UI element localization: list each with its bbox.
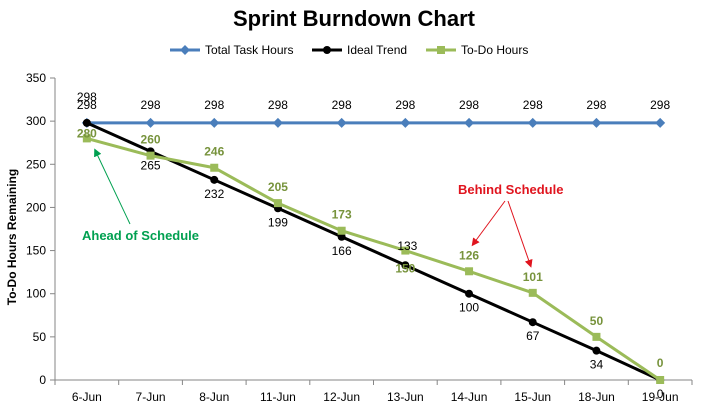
data-point-1: [465, 289, 474, 298]
data-label-total: 298: [204, 98, 224, 112]
annotation-ahead-arrow: [94, 148, 131, 225]
data-point-1: [401, 261, 410, 270]
data-point-0: [400, 117, 411, 128]
y-tick-label: 250: [26, 157, 46, 171]
data-point-2: [273, 199, 282, 208]
data-label-todo: 205: [268, 180, 288, 194]
data-point-2: [528, 288, 537, 297]
data-label-todo: 280: [77, 126, 97, 140]
legend-label: To-Do Hours: [461, 43, 528, 57]
y-axis-label: To-Do Hours Remaining: [5, 169, 19, 305]
x-tick-label: 11-Jun: [260, 390, 296, 404]
data-label-total: 298: [650, 98, 670, 112]
data-label-todo: 173: [332, 208, 352, 222]
data-point-2: [210, 163, 219, 172]
x-tick-label: 18-Jun: [578, 390, 615, 404]
x-tick-label: 13-Jun: [387, 390, 424, 404]
data-point-0: [145, 117, 156, 128]
data-point-1: [528, 318, 537, 327]
legend-label: Total Task Hours: [205, 43, 293, 57]
data-point-2: [465, 267, 474, 276]
y-tick-label: 100: [26, 287, 46, 301]
data-point-0: [591, 117, 602, 128]
data-label-ideal: 265: [141, 158, 161, 172]
data-label-todo: 0: [657, 356, 664, 370]
data-label-ideal: 34: [590, 358, 604, 372]
legend-marker-1: [323, 46, 331, 54]
data-label-ideal: 133: [397, 239, 417, 253]
y-tick-label: 0: [39, 373, 46, 387]
data-label-ideal: 199: [268, 215, 288, 229]
data-label-ideal: 166: [332, 244, 352, 258]
data-point-2: [592, 332, 601, 341]
data-point-0: [209, 117, 220, 128]
x-tick-label: 12-Jun: [323, 390, 360, 404]
data-label-todo: 260: [141, 133, 161, 147]
chart-title: Sprint Burndown Chart: [233, 6, 476, 31]
data-label-total: 298: [141, 98, 161, 112]
annotation-behind: Behind Schedule: [458, 182, 563, 197]
legend-marker-2: [437, 46, 445, 54]
x-tick-label: 19-Jun: [642, 390, 679, 404]
data-point-1: [337, 232, 346, 241]
y-tick-label: 350: [26, 71, 46, 85]
data-point-2: [401, 246, 410, 255]
y-tick-label: 50: [33, 330, 47, 344]
data-label-todo: 246: [204, 145, 224, 159]
annotation-behind-arrow-2: [507, 200, 533, 268]
data-point-2: [656, 376, 665, 384]
annotation-behind-arrow-1: [471, 200, 506, 247]
data-label-ideal: 100: [459, 301, 479, 315]
data-label-todo: 126: [459, 248, 479, 262]
data-label-ideal: 298: [77, 90, 97, 104]
legend-marker-0: [180, 45, 190, 55]
data-label-ideal: 0: [657, 387, 664, 401]
y-tick-label: 300: [26, 114, 46, 128]
y-tick-label: 150: [26, 244, 46, 258]
data-label-total: 298: [395, 98, 415, 112]
data-label-total: 298: [459, 98, 479, 112]
data-point-0: [464, 117, 475, 128]
data-point-2: [146, 151, 155, 160]
data-label-todo: 150: [395, 262, 415, 276]
legend-label: Ideal Trend: [347, 43, 407, 57]
data-point-0: [272, 117, 283, 128]
y-tick-label: 200: [26, 200, 46, 214]
data-point-1: [210, 175, 219, 184]
data-label-ideal: 67: [526, 329, 540, 343]
data-point-2: [82, 134, 91, 143]
x-tick-label: 6-Jun: [72, 390, 102, 404]
x-tick-label: 8-Jun: [199, 390, 229, 404]
data-point-0: [336, 117, 347, 128]
series-line-1: [86, 121, 661, 382]
data-label-total: 298: [77, 98, 97, 112]
x-tick-label: 14-Jun: [451, 390, 488, 404]
data-point-1: [592, 346, 601, 355]
data-label-todo: 101: [523, 270, 543, 284]
data-label-ideal: 232: [204, 187, 224, 201]
data-label-total: 298: [268, 98, 288, 112]
data-label-total: 298: [523, 98, 543, 112]
x-tick-label: 7-Jun: [136, 390, 166, 404]
data-label-total: 298: [586, 98, 606, 112]
data-point-1: [82, 118, 91, 127]
data-label-total: 298: [332, 98, 352, 112]
series-line-2: [86, 136, 661, 382]
data-point-2: [337, 226, 346, 235]
data-point-0: [527, 117, 538, 128]
x-tick-label: 15-Jun: [514, 390, 551, 404]
annotation-ahead: Ahead of Schedule: [82, 228, 199, 243]
data-label-todo: 50: [590, 314, 604, 328]
data-point-0: [655, 117, 666, 128]
